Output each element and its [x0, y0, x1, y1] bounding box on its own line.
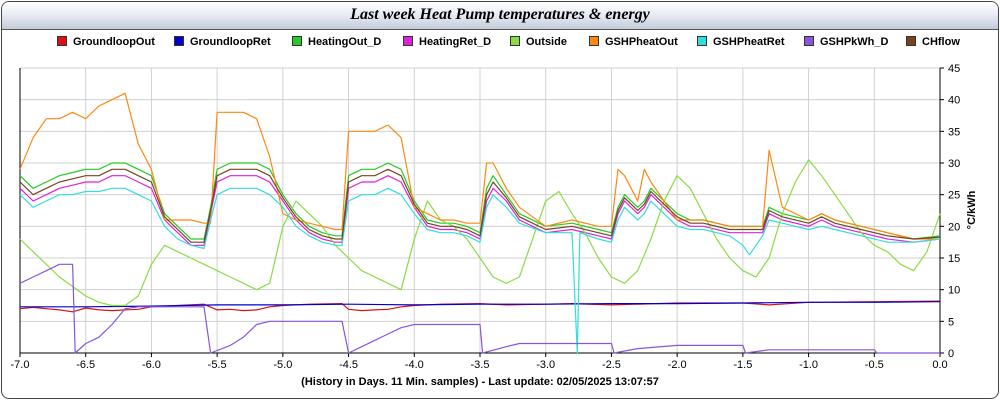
x-tick-label: -5.5	[208, 359, 227, 371]
x-tick-label: -3.0	[536, 359, 555, 371]
y-tick-label: 45	[948, 63, 960, 75]
legend-swatch	[906, 36, 916, 46]
chart-title: Last week Heat Pump temperatures & energ…	[350, 6, 650, 23]
legend-item: HeatingRet_D	[403, 36, 491, 52]
x-tick-label: -4.0	[405, 359, 424, 371]
legend-label: GroundloopRet	[190, 36, 271, 48]
legend-swatch	[510, 36, 520, 46]
series-line-gshpheatret	[19, 187, 941, 354]
legend-label: GSHPkWh_D	[820, 36, 889, 48]
y-tick-label: 5	[948, 316, 954, 328]
y-tick-label: 40	[948, 95, 960, 107]
legend-label: GroundloopOut	[73, 36, 155, 48]
series-line-chflow	[19, 168, 941, 243]
legend-swatch	[589, 36, 599, 46]
legend-item: GSHPheatRet	[697, 36, 785, 52]
y-tick-label: 20	[948, 221, 960, 233]
legend-label: GSHPheatOut	[605, 36, 678, 48]
y-tick-label: 25	[948, 190, 960, 202]
legend-label: HeatingOut_D	[308, 36, 382, 48]
x-axis-caption: (History in Days. 11 Min. samples) - Las…	[301, 376, 659, 388]
legend-label: HeatingRet_D	[419, 36, 492, 48]
legend-swatch	[697, 36, 707, 46]
legend: GroundloopOut GroundloopRet HeatingOut_D He…	[0, 36, 1000, 52]
x-tick-label: -2.0	[668, 359, 687, 371]
x-tick-label: -1.5	[733, 359, 752, 371]
legend-item: HeatingOut_D	[292, 36, 381, 52]
legend-item: CHflow	[906, 36, 960, 52]
series-line-gshpkwh_d	[19, 263, 940, 354]
y-tick-label: 0	[948, 348, 954, 360]
legend-swatch	[292, 36, 302, 46]
legend-swatch	[174, 36, 184, 46]
legend-swatch	[403, 36, 413, 46]
legend-swatch	[57, 36, 67, 46]
x-tick-label: -6.5	[76, 359, 95, 371]
series-line-groundloopret	[20, 301, 941, 308]
x-tick-label: -3.5	[471, 359, 490, 371]
x-tick-label: -2.5	[602, 359, 621, 371]
x-tick-label: -5.0	[273, 359, 292, 371]
x-tick-label: -1.0	[799, 359, 818, 371]
legend-label: CHflow	[922, 36, 960, 48]
title-bar: Last week Heat Pump temperatures & energ…	[2, 2, 998, 30]
y-tick-label: 15	[948, 253, 960, 265]
x-tick-label: 0.0	[932, 359, 947, 371]
y-tick-label: 10	[948, 285, 960, 297]
legend-item: GroundloopOut	[57, 36, 155, 52]
series-line-gshpheatout	[19, 92, 940, 240]
y-axis-label: °C/kWh	[966, 190, 978, 229]
legend-swatch	[804, 36, 814, 46]
legend-item: Outside	[510, 36, 567, 52]
legend-item: GroundloopRet	[174, 36, 271, 52]
legend-label: Outside	[526, 36, 567, 48]
series-line-outside	[19, 159, 941, 307]
x-tick-label: -6.0	[142, 359, 161, 371]
x-tick-label: -7.0	[11, 359, 30, 371]
legend-item: GSHPheatOut	[589, 36, 678, 52]
x-tick-label: -0.5	[865, 359, 884, 371]
legend-label: GSHPheatRet	[713, 36, 785, 48]
y-tick-label: 30	[948, 158, 960, 170]
legend-item: GSHPkWh_D	[804, 36, 888, 52]
y-tick-label: 35	[948, 126, 960, 138]
x-tick-label: -4.5	[339, 359, 358, 371]
